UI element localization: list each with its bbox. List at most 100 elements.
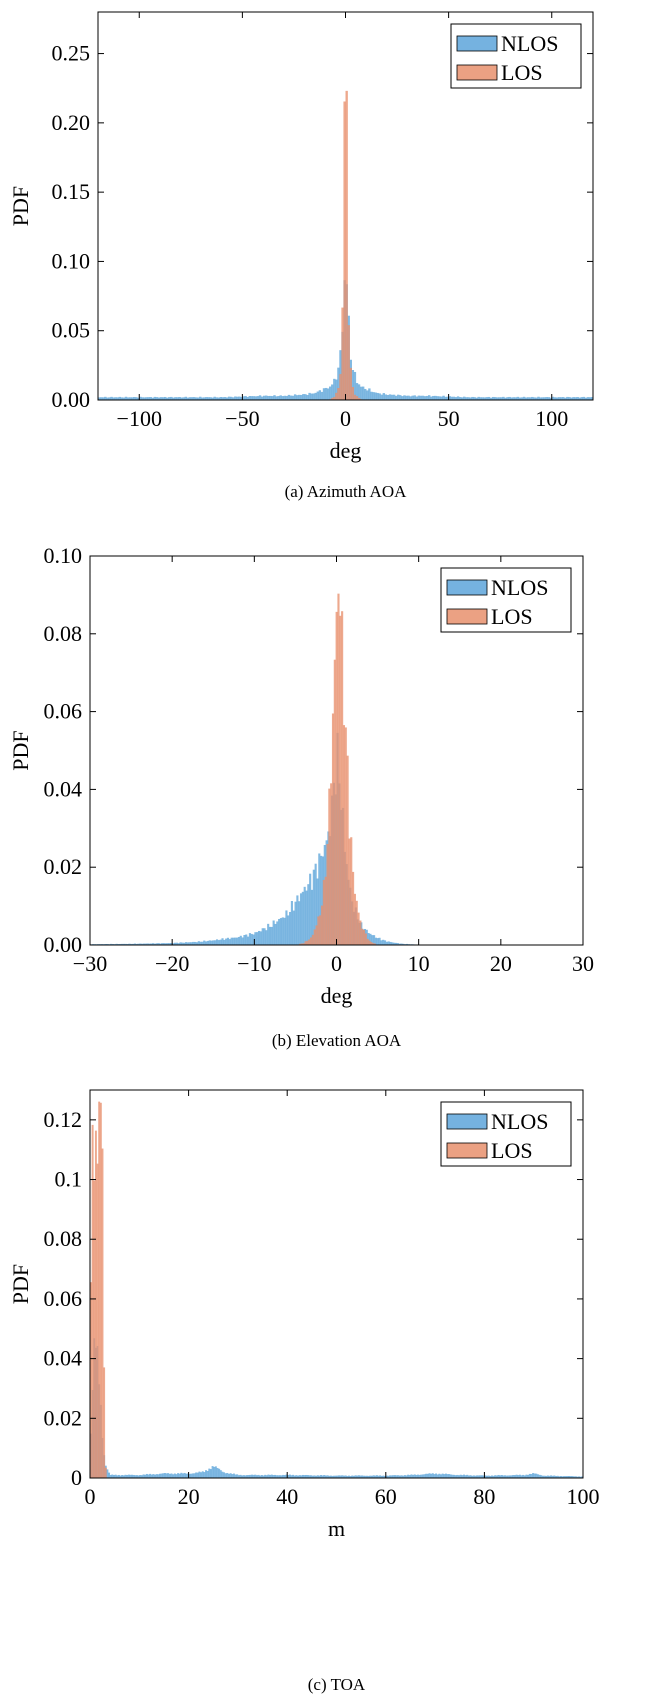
histogram-bar bbox=[393, 942, 396, 945]
y-tick-label: 0.10 bbox=[52, 248, 91, 273]
histogram-bar bbox=[301, 1474, 304, 1478]
histogram-bar bbox=[428, 1473, 431, 1478]
histogram-bar bbox=[463, 1474, 465, 1478]
histogram-bar bbox=[155, 397, 159, 400]
histogram-bar bbox=[398, 1475, 401, 1478]
histogram-bar bbox=[572, 397, 575, 400]
histogram-bar bbox=[333, 396, 336, 400]
histogram-bar bbox=[129, 1474, 132, 1478]
histogram-bar bbox=[362, 386, 365, 400]
histogram-bar bbox=[415, 1474, 418, 1478]
histogram-bar bbox=[304, 394, 307, 400]
histogram-bar bbox=[104, 396, 107, 400]
histogram-bar bbox=[282, 1474, 285, 1478]
histogram-bar bbox=[200, 1472, 203, 1478]
histogram-bar bbox=[258, 395, 262, 400]
histogram-bar bbox=[397, 1475, 400, 1478]
histogram-bar bbox=[303, 1475, 306, 1478]
histogram-bar bbox=[453, 1474, 456, 1478]
histogram-bar bbox=[366, 390, 369, 400]
histogram-bar bbox=[348, 1475, 350, 1478]
histogram-bar bbox=[128, 397, 132, 400]
histogram-bar bbox=[185, 1473, 188, 1478]
histogram-bar bbox=[548, 1475, 551, 1478]
histogram-bar bbox=[306, 1475, 309, 1478]
histogram-bar bbox=[227, 396, 231, 400]
histogram-bar bbox=[324, 387, 328, 400]
histogram-bar bbox=[384, 1476, 387, 1478]
histogram-bar bbox=[517, 1475, 520, 1478]
histogram-bar bbox=[280, 1475, 283, 1478]
histogram-bar bbox=[279, 395, 282, 400]
histogram-bar bbox=[149, 1473, 152, 1478]
histogram-bar bbox=[246, 396, 249, 400]
legend-label-los: LOS bbox=[491, 604, 533, 629]
histogram-bar bbox=[352, 1475, 355, 1478]
histogram-bar bbox=[243, 935, 246, 945]
histogram-bar bbox=[375, 1475, 378, 1478]
histogram-bar bbox=[159, 397, 163, 400]
histogram-bar bbox=[361, 1475, 364, 1478]
histogram-bar bbox=[109, 1474, 112, 1478]
histogram-bar bbox=[240, 396, 243, 400]
histogram-bar bbox=[533, 1473, 536, 1478]
histogram-bar bbox=[380, 940, 383, 945]
histogram-bar bbox=[134, 1475, 137, 1478]
histogram-bar bbox=[117, 1474, 120, 1478]
histogram-bar bbox=[367, 1475, 370, 1478]
histogram-bar bbox=[283, 1475, 286, 1478]
histogram-bar bbox=[305, 890, 308, 945]
histogram-bar bbox=[228, 939, 231, 945]
histogram-bar bbox=[184, 942, 188, 945]
histogram-bar bbox=[397, 394, 400, 400]
histogram-bar bbox=[213, 396, 216, 400]
y-tick-label: 0.15 bbox=[52, 179, 91, 204]
histogram-bar bbox=[152, 1474, 155, 1478]
histogram-bar bbox=[496, 397, 499, 400]
histogram-bar bbox=[508, 396, 511, 400]
histogram-bar bbox=[428, 395, 431, 400]
histogram-bar bbox=[165, 1473, 168, 1478]
histogram-bar bbox=[564, 1476, 567, 1478]
histogram-bar bbox=[341, 611, 344, 945]
histogram-bar bbox=[221, 397, 225, 400]
histogram-bar bbox=[522, 396, 526, 400]
histogram-bar bbox=[569, 1476, 572, 1478]
histogram-bar bbox=[320, 905, 324, 945]
histogram-bar bbox=[301, 891, 304, 945]
histogram-bar bbox=[469, 1475, 472, 1478]
histogram-bar bbox=[121, 943, 124, 945]
histogram-bar bbox=[581, 1476, 584, 1478]
histogram-bar bbox=[203, 1472, 206, 1478]
histogram-bar bbox=[378, 937, 381, 945]
y-tick-label: 0.12 bbox=[44, 1107, 83, 1132]
histogram-bar bbox=[515, 1474, 518, 1478]
y-tick-label: 0.04 bbox=[44, 1346, 83, 1371]
histogram-bar bbox=[512, 397, 515, 400]
x-axis-label: deg bbox=[330, 438, 362, 463]
histogram-bar bbox=[190, 397, 194, 400]
histogram-bar bbox=[140, 1475, 143, 1478]
histogram-bar bbox=[527, 397, 530, 400]
histogram-bar bbox=[357, 912, 360, 945]
histogram-bar bbox=[208, 1468, 211, 1478]
histogram-bar bbox=[126, 397, 130, 400]
y-axis-label: PDF bbox=[8, 186, 33, 226]
histogram-bar bbox=[434, 395, 437, 400]
histogram-bar bbox=[514, 397, 517, 400]
histogram-bar bbox=[474, 1475, 477, 1478]
histogram-bar bbox=[145, 397, 148, 400]
histogram-bar bbox=[110, 396, 113, 400]
histogram-bar bbox=[221, 938, 224, 945]
histogram-bar bbox=[186, 1473, 189, 1478]
histogram-bar bbox=[324, 876, 327, 945]
x-tick-label: 30 bbox=[572, 951, 594, 976]
histogram-bar bbox=[344, 727, 347, 945]
histogram-bar bbox=[210, 940, 213, 945]
histogram-bar bbox=[304, 941, 307, 945]
histogram-bar bbox=[316, 1475, 319, 1478]
histogram-bar bbox=[545, 1475, 548, 1478]
histogram-bar bbox=[568, 1476, 571, 1478]
histogram-bar bbox=[249, 1474, 252, 1478]
histogram-bar bbox=[370, 391, 373, 400]
